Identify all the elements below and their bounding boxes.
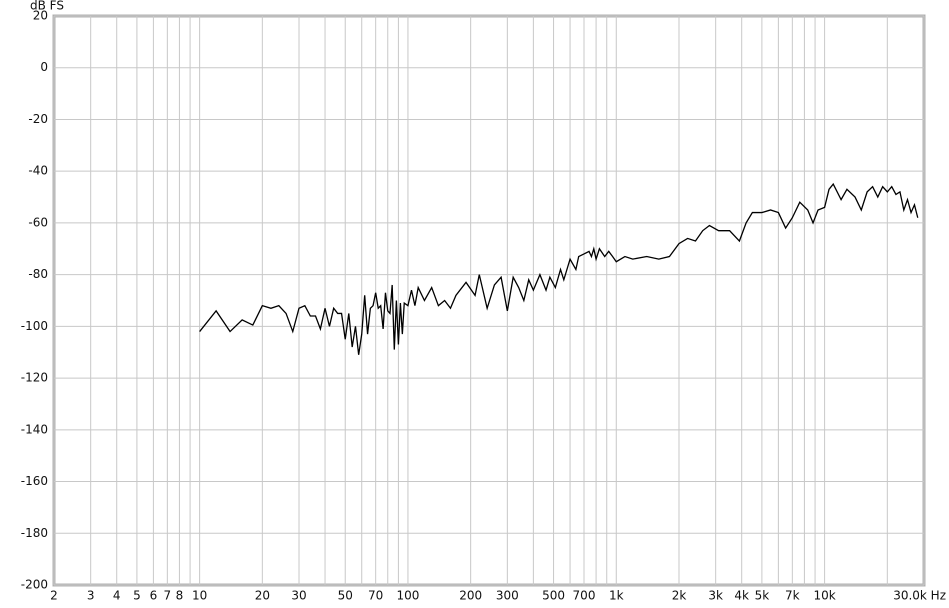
x-tick-label: 2k xyxy=(672,589,687,603)
y-tick-label: -120 xyxy=(21,371,48,385)
x-tick-label: 5k xyxy=(755,589,770,603)
x-tick-label: 1k xyxy=(609,589,624,603)
y-tick-label: -60 xyxy=(28,215,48,229)
x-tick-label: 10 xyxy=(192,589,207,603)
x-tick-label: 50 xyxy=(338,589,353,603)
y-tick-label: -140 xyxy=(21,422,48,436)
x-tick-label: 3 xyxy=(87,589,95,603)
x-tick-label: 500 xyxy=(542,589,565,603)
y-tick-label: -100 xyxy=(21,319,48,333)
x-tick-label: 8 xyxy=(176,589,184,603)
x-tick-label: 700 xyxy=(573,589,596,603)
y-tick-label: 20 xyxy=(33,9,48,23)
x-tick-label: 3k xyxy=(708,589,723,603)
x-tick-label: 5 xyxy=(133,589,141,603)
y-axis-label: dB FS xyxy=(30,0,64,13)
x-tick-label: 30 xyxy=(291,589,306,603)
x-tick-label: 10k xyxy=(813,589,835,603)
x-tick-label: 7 xyxy=(164,589,172,603)
y-tick-label: -200 xyxy=(21,578,48,592)
y-tick-label: -80 xyxy=(28,267,48,281)
x-tick-label: 100 xyxy=(396,589,419,603)
x-tick-label: 4k xyxy=(734,589,749,603)
x-tick-label: 6 xyxy=(150,589,158,603)
x-tick-label: 30.0k Hz xyxy=(893,589,946,603)
x-tick-label: 7k xyxy=(785,589,800,603)
y-tick-label: -20 xyxy=(28,112,48,126)
x-tick-label: 300 xyxy=(496,589,519,603)
y-tick-label: 0 xyxy=(40,60,48,74)
x-tick-label: 200 xyxy=(459,589,482,603)
x-tick-label: 2 xyxy=(50,589,58,603)
y-tick-label: -160 xyxy=(21,474,48,488)
x-tick-label: 20 xyxy=(255,589,270,603)
x-tick-label: 70 xyxy=(368,589,383,603)
response-line xyxy=(199,182,919,355)
x-tick-label: 4 xyxy=(113,589,121,603)
y-tick-label: -40 xyxy=(28,164,48,178)
y-tick-label: -180 xyxy=(21,526,48,540)
